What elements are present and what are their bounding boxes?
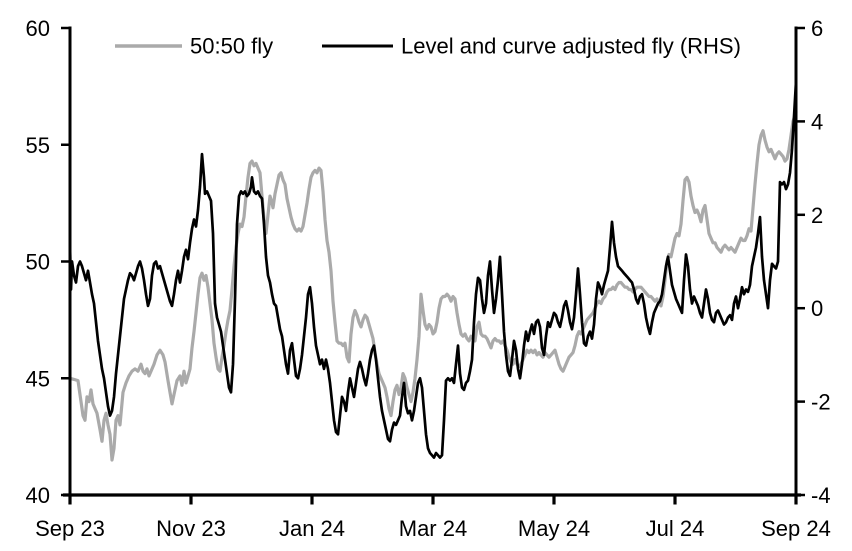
x-axis-tick-label: Mar 24 bbox=[399, 516, 467, 541]
left-axis-tick-label: 40 bbox=[26, 483, 50, 508]
left-axis-tick-label: 60 bbox=[26, 16, 50, 41]
series-level-curve-adjusted-fly-line bbox=[68, 80, 798, 459]
series-5050-fly-line bbox=[68, 110, 798, 462]
x-axis-tick-label: Sep 24 bbox=[761, 516, 831, 541]
right-axis-tick-label: 6 bbox=[811, 16, 823, 41]
x-axis-tick-label: Nov 23 bbox=[156, 516, 226, 541]
left-axis-tick-label: 45 bbox=[26, 366, 50, 391]
x-axis-tick-label: Jan 24 bbox=[279, 516, 345, 541]
legend-label: Level and curve adjusted fly (RHS) bbox=[401, 34, 741, 59]
right-axis-tick-label: 0 bbox=[811, 296, 823, 321]
right-axis-tick-label: -4 bbox=[811, 483, 831, 508]
x-axis-tick-label: Jul 24 bbox=[646, 516, 705, 541]
legend-label: 50:50 fly bbox=[190, 34, 273, 59]
left-axis-tick-label: 50 bbox=[26, 250, 50, 275]
right-axis-tick-label: 2 bbox=[811, 203, 823, 228]
right-axis-tick-label: -2 bbox=[811, 390, 831, 415]
left-axis-tick-label: 55 bbox=[26, 133, 50, 158]
x-axis-tick-label: May 24 bbox=[518, 516, 590, 541]
x-axis-tick-label: Sep 23 bbox=[35, 516, 105, 541]
right-axis-tick-label: 4 bbox=[811, 109, 823, 134]
